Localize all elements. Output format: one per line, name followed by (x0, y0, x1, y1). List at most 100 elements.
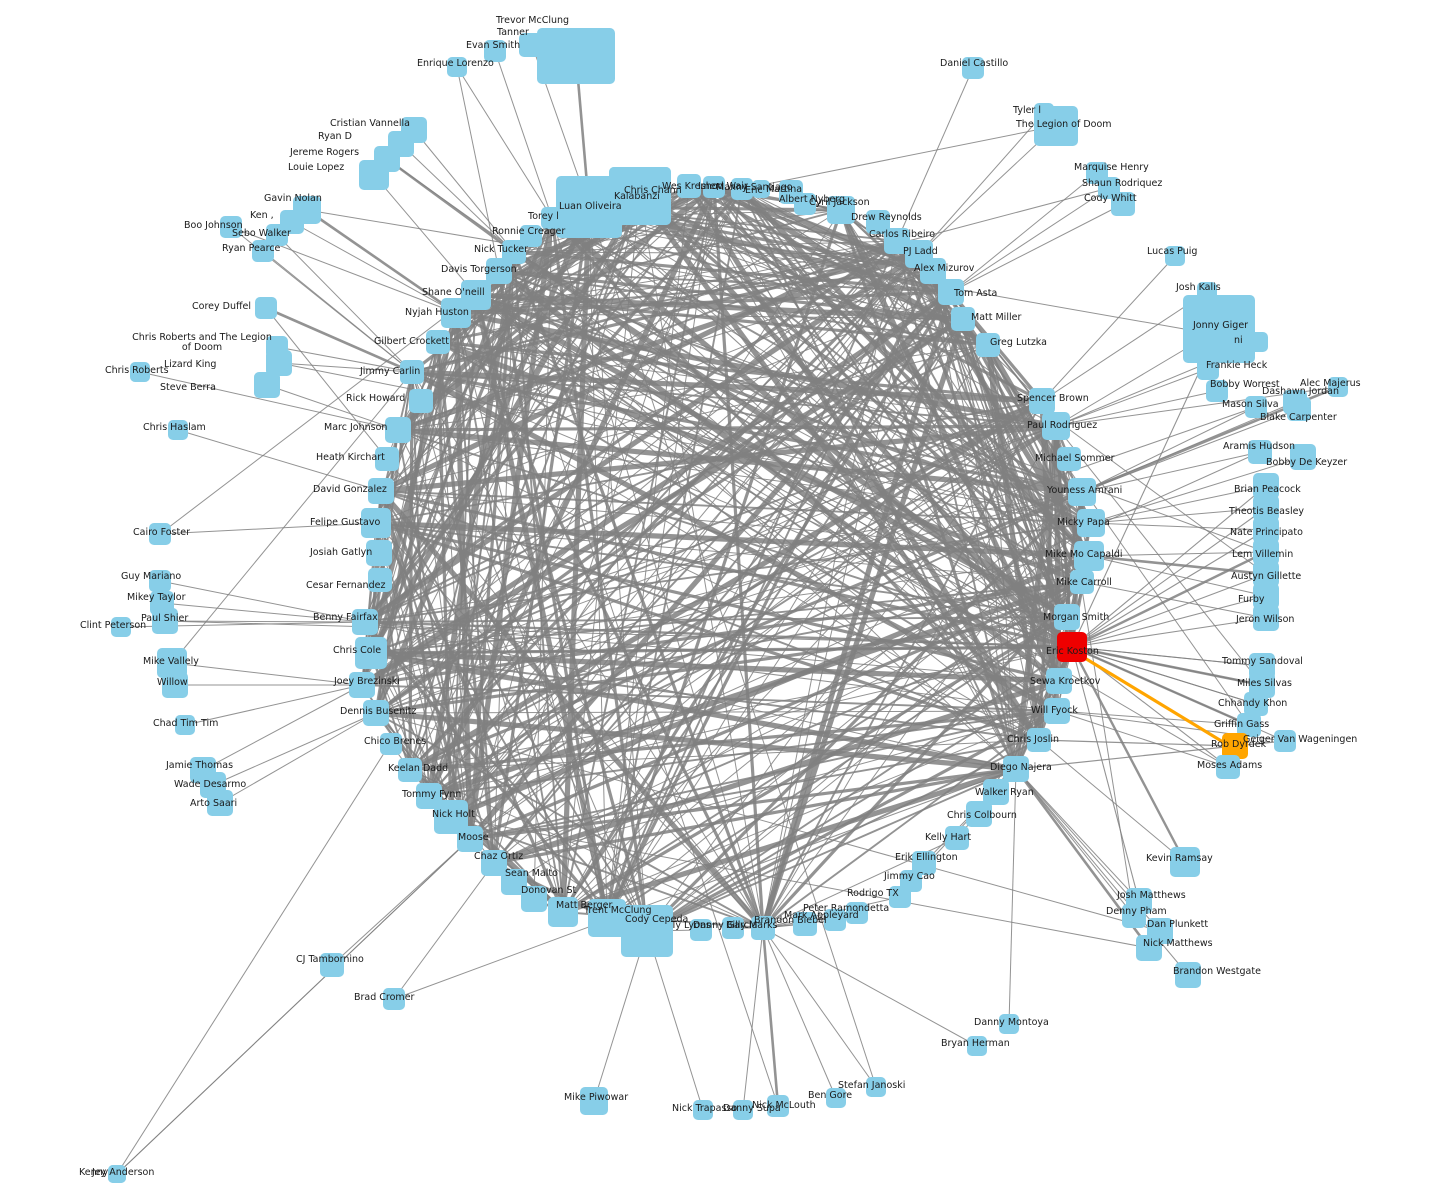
graph-node-danny-montoya[interactable] (999, 1014, 1019, 1034)
graph-node-brian-peacock[interactable] (1253, 473, 1279, 499)
graph-node-david-gonzalez[interactable] (368, 478, 394, 504)
graph-node-kevin-ramsay[interactable] (1170, 847, 1200, 877)
graph-node-cesar-fernandez[interactable] (368, 568, 392, 592)
graph-node-willow[interactable] (162, 672, 188, 698)
graph-node-chhandy-khon[interactable] (1244, 692, 1268, 716)
graph-node-cody-cepeda[interactable] (621, 905, 673, 957)
graph-node-arto-saari[interactable] (207, 790, 233, 816)
graph-node-davis-torgerson[interactable] (486, 258, 512, 284)
graph-node-dennis-busenitz[interactable] (363, 700, 389, 726)
graph-node-alec-majerus[interactable] (1328, 377, 1348, 397)
graph-node-brandon-biebel[interactable] (793, 912, 817, 936)
graph-node-stefan-janoski[interactable] (866, 1077, 886, 1097)
graph-node-benny-fairfax[interactable] (352, 609, 378, 635)
graph-node-austyn-gillette[interactable] (1253, 561, 1279, 587)
graph-node-jey-anderson[interactable] (108, 1165, 126, 1183)
graph-node-ronnie-creager[interactable] (520, 225, 542, 247)
graph-node-heath-kirchart[interactable] (375, 447, 399, 471)
graph-node-amrani2[interactable] (1248, 332, 1268, 352)
graph-node-morgan-smith[interactable] (1054, 604, 1080, 630)
graph-node-daniel-castillo[interactable] (962, 57, 984, 79)
graph-node-kelly-hart[interactable] (945, 826, 969, 850)
graph-node-bryan-herman[interactable] (967, 1036, 987, 1056)
graph-node-cj-tambornino[interactable] (320, 953, 344, 977)
graph-node-chris-haslam[interactable] (168, 420, 188, 440)
graph-node-walker-ryan[interactable] (983, 779, 1009, 805)
graph-node-moose[interactable] (457, 826, 483, 852)
graph-node-frankie-heck[interactable] (1197, 358, 1219, 380)
graph-node-joey-brezinski[interactable] (349, 672, 375, 698)
graph-node-chris-cole[interactable] (355, 637, 387, 669)
graph-node-michael-sommer[interactable] (1057, 447, 1081, 471)
graph-node-legion-of-doom[interactable] (1034, 106, 1078, 146)
graph-node-mike-carroll[interactable] (1070, 570, 1094, 594)
graph-node-tom-asta[interactable] (938, 279, 964, 305)
graph-node-diego-najera[interactable] (1003, 756, 1029, 782)
graph-node-ishod-wair[interactable] (703, 176, 725, 198)
graph-node-chris-roberts[interactable] (130, 362, 150, 382)
graph-node-matt-miller[interactable] (951, 307, 975, 331)
graph-node-nate-principato[interactable] (1253, 517, 1279, 543)
graph-node-evan-smith[interactable] (484, 40, 506, 62)
graph-node-will-fyock[interactable] (1044, 698, 1070, 724)
graph-node-micky-papa[interactable] (1077, 509, 1105, 537)
graph-node-ty-lyons[interactable] (690, 919, 712, 941)
graph-node-brad-cromer[interactable] (383, 988, 405, 1010)
graph-node-paul-rodriguez[interactable] (1042, 412, 1070, 440)
graph-node-steve-berra[interactable] (254, 372, 280, 398)
graph-node-brandon-westgate[interactable] (1175, 962, 1201, 988)
graph-node-youness-amrani[interactable] (1068, 478, 1096, 506)
graph-node-keelan-dadd[interactable] (398, 758, 422, 782)
graph-node-lem-villemin[interactable] (1253, 539, 1279, 565)
graph-node-chad-tim-tim[interactable] (175, 715, 195, 735)
graph-node-greg-lutzka[interactable] (976, 333, 1000, 357)
graph-node-albert-nyberg[interactable] (794, 193, 816, 215)
graph-node-jonny-giger[interactable] (1183, 295, 1255, 363)
graph-node-billy-marks[interactable] (751, 916, 775, 940)
graph-node-cairo-foster[interactable] (149, 523, 171, 545)
graph-node-theotis-beasley[interactable] (1253, 495, 1279, 521)
graph-node-danny-supa[interactable] (733, 1100, 753, 1120)
graph-node-rob-dyrdek[interactable] (1222, 733, 1248, 759)
graph-node-spencer-brown[interactable] (1029, 388, 1055, 414)
graph-node-moses-adams[interactable] (1216, 755, 1240, 779)
graph-node-matt-berger[interactable] (548, 897, 578, 927)
graph-node-nick-trapasso[interactable] (693, 1100, 713, 1120)
graph-node-lucas-puig[interactable] (1165, 246, 1185, 266)
graph-node-guy-mariano[interactable] (149, 570, 171, 592)
graph-node-marc-johnson[interactable] (385, 417, 411, 443)
graph-node-josiah-gatlyn[interactable] (366, 540, 392, 566)
graph-node-corey-duffel[interactable] (255, 297, 277, 319)
graph-node-furby[interactable] (1253, 583, 1279, 609)
graph-node-trevor-mcclung[interactable] (537, 28, 615, 84)
graph-node-rodrigo-tx[interactable] (889, 886, 911, 908)
graph-node-chico-brenes[interactable] (380, 733, 402, 755)
graph-node-chris-joslin[interactable] (1027, 728, 1051, 752)
graph-node-bobby-de-keyzer[interactable] (1290, 444, 1316, 470)
graph-node-tanner[interactable] (519, 33, 545, 57)
graph-node-nyjah-huston[interactable] (441, 298, 471, 328)
graph-node-denny-pham[interactable] (1122, 904, 1146, 928)
graph-node-jimmy-carlin[interactable] (400, 360, 424, 384)
graph-node-jeron-wilson[interactable] (1253, 605, 1279, 631)
graph-node-chris-colbourn[interactable] (966, 801, 992, 827)
graph-node-clint-peterson[interactable] (111, 617, 131, 637)
graph-node-aramis-hudson[interactable] (1248, 440, 1272, 464)
graph-node-boo-johnson[interactable] (220, 216, 242, 238)
graph-node-sewa-kroetkov[interactable] (1046, 668, 1072, 694)
graph-node-lizard-king[interactable] (266, 350, 292, 376)
graph-node-blake-carpenter[interactable] (1287, 397, 1311, 421)
graph-node-donovan-st[interactable] (521, 886, 547, 912)
graph-node-gilbert-crockett[interactable] (426, 330, 450, 354)
graph-node-cody-whitt[interactable] (1111, 192, 1135, 216)
graph-node-torey-l[interactable] (541, 207, 563, 229)
graph-node-cyril-jackson[interactable] (827, 196, 855, 224)
graph-node-mason-silva[interactable] (1245, 396, 1267, 418)
graph-node-enrique-lorenzo[interactable] (447, 57, 467, 77)
graph-node-rick-howard[interactable] (409, 389, 433, 413)
graph-node-geiger-van-wageningen[interactable] (1274, 730, 1296, 752)
graph-node-ryan-pearce[interactable] (252, 240, 274, 262)
graph-node-kalabanzi[interactable] (609, 167, 671, 225)
graph-node-bobby-worrest[interactable] (1206, 380, 1228, 402)
